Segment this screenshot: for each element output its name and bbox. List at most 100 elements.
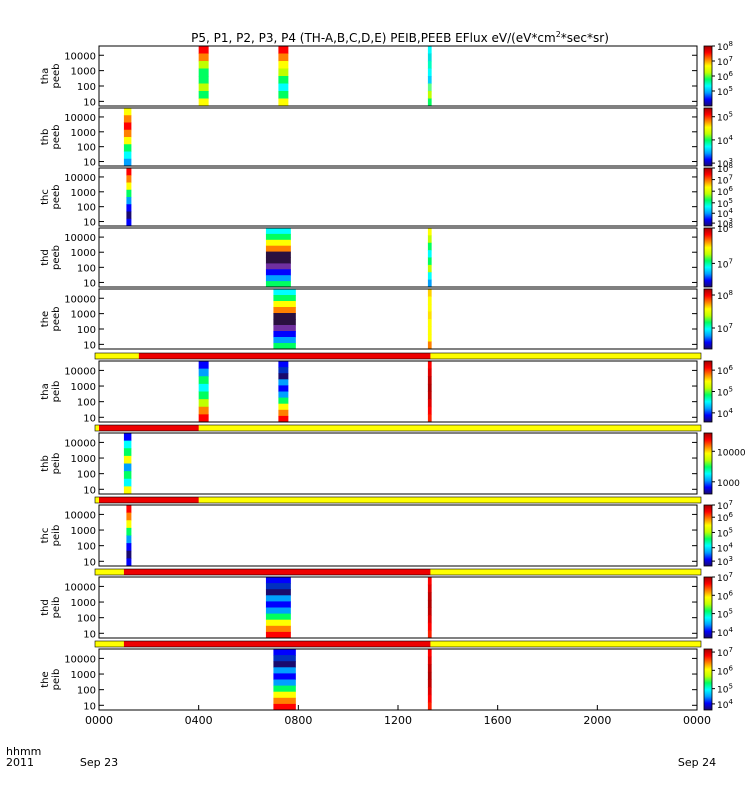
panel-stack: 10100100010000thapeeb1081071061051010010… (40, 40, 746, 712)
spectrogram-cell (427, 383, 432, 392)
spectrogram-cell (427, 250, 432, 258)
spectrogram-cell (427, 235, 432, 244)
y-tick-label: 100 (77, 203, 96, 214)
spectrogram-cell (427, 376, 432, 385)
spectrogram-cell (427, 46, 432, 54)
spectrogram-cell (427, 368, 432, 377)
flag-bar (94, 568, 702, 576)
spectrogram-cell (126, 535, 132, 544)
spectrogram-block-1 (198, 361, 209, 423)
colorbar-gradient (703, 107, 713, 167)
colorbar-tick-label: 107 (717, 571, 733, 584)
spectrogram-cell (198, 376, 209, 385)
y-tick-label: 1000 (71, 248, 96, 259)
colorbar-tick-label: 106 (717, 511, 733, 524)
spectrogram-cell (427, 228, 432, 236)
spectrogram-cell (427, 599, 432, 608)
y-tick-label: 10 (83, 158, 96, 169)
spectrogram-cell (126, 168, 132, 176)
flag-bar-yellow (95, 497, 701, 503)
spectrogram-block-1 (126, 505, 132, 567)
y-tick-label: 1000 (71, 670, 96, 681)
panel-frame (98, 107, 698, 167)
spectrogram-block-1 (273, 289, 296, 350)
colorbar-tick-label: 107 (717, 646, 733, 659)
spectrogram-cell (427, 53, 432, 62)
spectrogram-cell (265, 239, 291, 247)
colorbar-gradient (703, 45, 713, 107)
spectrogram-cell (198, 391, 209, 400)
spectrogram-cell (427, 242, 432, 251)
spectrogram-cell (273, 325, 296, 332)
spectrogram-block-1 (273, 649, 296, 711)
spectrogram-cell (123, 137, 132, 145)
colorbar-tick-label: 106 (717, 70, 733, 83)
colorbar-tick-label: 104 (717, 542, 733, 555)
time-tick-label: 0800 (284, 714, 312, 727)
flag-bar-frame (94, 424, 702, 432)
spectrogram-cell (278, 385, 289, 392)
y-tick-label: 10 (83, 701, 96, 712)
flag-bar-frame (94, 352, 702, 360)
panel-frame (98, 504, 698, 567)
y-tick-label: 1000 (71, 310, 96, 321)
y-tick-label: 10000 (64, 366, 96, 377)
spectrogram-cell (265, 257, 291, 264)
spectrogram-cell (123, 144, 132, 152)
spectrogram-cell (278, 83, 289, 92)
y-tick-label: 10000 (64, 654, 96, 665)
spectrogram-block-2 (427, 577, 432, 639)
spectrogram-cell (273, 691, 296, 699)
spectrogram-cell (126, 550, 132, 559)
spectrogram-cell (273, 685, 296, 693)
spectrogram-cell (427, 319, 432, 327)
spectrogram-cell (273, 673, 296, 680)
spectrogram-cell (427, 649, 432, 658)
colorbar-tick-label: 108 (717, 40, 733, 53)
colorbar-tick-label: 106 (717, 185, 733, 198)
y-tick-label: 100 (77, 325, 96, 336)
colorbar-tick-label: 103 (717, 217, 733, 230)
colorbar-tick-label: 104 (717, 698, 733, 711)
y-tick-label: 100 (77, 470, 96, 481)
spectrogram-cell (265, 625, 291, 633)
time-tick-label: 0000 (683, 714, 711, 727)
spectrogram-cell (126, 204, 132, 212)
colorbar-tick-label: 105 (717, 386, 733, 399)
y-axis-label: thdpeib (40, 597, 62, 619)
flag-bar-red (99, 497, 199, 503)
flag-bar-yellow (95, 425, 701, 431)
y-tick-label: 1000 (71, 598, 96, 609)
spectrogram-cell (427, 296, 432, 305)
y-axis-label: thcpeib (40, 525, 62, 547)
colorbar-tick-label: 107 (717, 257, 733, 270)
spectrogram-cell (198, 68, 209, 77)
spectrogram-cell (126, 505, 132, 514)
spectrogram-cell (278, 391, 289, 399)
spectrogram-cell (427, 671, 432, 680)
y-tick-label: 10 (83, 97, 96, 108)
spectrogram-cell (265, 631, 291, 639)
spectrogram-block-2 (278, 361, 289, 423)
spectrogram-cell (273, 667, 296, 674)
spectrogram-cell (278, 76, 289, 84)
colorbar: 108 107 (703, 288, 733, 350)
flag-bar-frame (94, 496, 702, 504)
spectrogram-cell (427, 61, 432, 69)
spectrogram-cell (126, 558, 132, 567)
spectrogram-cell (278, 403, 289, 411)
spectrogram-cell (126, 175, 132, 183)
colorbar-tick-label: 105 (717, 608, 733, 621)
spectrogram-cell (265, 607, 291, 615)
spectrogram-cell (278, 397, 289, 405)
spectrogram-cell (278, 373, 289, 380)
y-tick-label: 100 (77, 686, 96, 697)
spectrogram-cell (273, 697, 296, 705)
spectrogram-cell (123, 151, 132, 160)
colorbar-gradient (703, 576, 713, 639)
colorbar-gradient (703, 648, 713, 711)
spectrogram-cell (427, 679, 432, 688)
